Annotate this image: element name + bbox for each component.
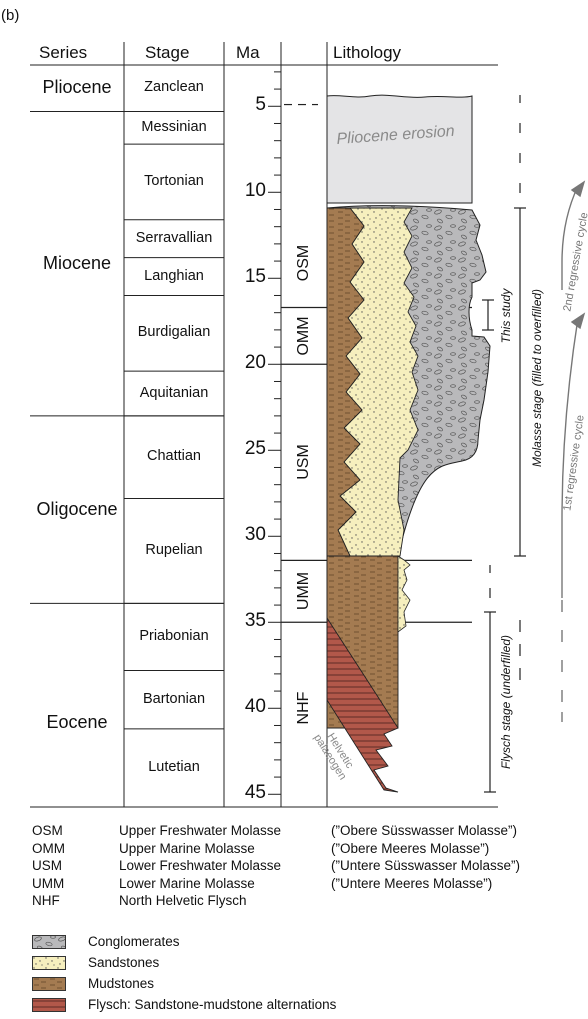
- ma-label-20: 20: [244, 352, 266, 374]
- stratigraphic-column-svg: [30, 42, 586, 808]
- legend-unit-row: UMM Lower Marine Molasse (”Untere Meeres M…: [32, 876, 572, 893]
- unit-omm: OMM: [295, 316, 312, 356]
- legend-swatch: [32, 977, 66, 991]
- header-series: Series: [39, 43, 88, 62]
- stage-boundaries: [124, 110, 224, 730]
- legend-lithology-row: Flysch: Sandstone-mudstone alternations: [32, 997, 552, 1013]
- legend-lithology-label: Conglomerates: [88, 934, 180, 949]
- stage-aquitanian: Aquitanian: [139, 384, 209, 401]
- stage-langhian: Langhian: [144, 267, 204, 284]
- legend-unit-en: Lower Freshwater Molasse: [119, 858, 282, 873]
- legend-unit-en: Upper Freshwater Molasse: [119, 823, 282, 838]
- stage-chattian: Chattian: [146, 448, 201, 465]
- ma-label-45: 45: [244, 782, 266, 804]
- flysch-body: [326, 616, 399, 793]
- unit-nhf: NHF: [295, 691, 312, 725]
- legend-unit-row: OSM Upper Freshwater Molasse (”Obere Süssw…: [32, 823, 572, 840]
- ma-label-30: 30: [244, 524, 266, 546]
- legend-unit-de: (”Obere Süsswasser Molasse”): [331, 823, 518, 838]
- erosion-block: [326, 94, 473, 204]
- flysch-bracket: [484, 565, 521, 793]
- header-ma: Ma: [236, 43, 260, 62]
- ma-label-25: 25: [244, 438, 266, 460]
- legend-unit-de: (”Untere Süsswasser Molasse”): [331, 858, 521, 873]
- legend-lithology-row: Sandstones: [32, 955, 552, 971]
- ma-label-35: 35: [244, 610, 266, 632]
- regressive-cycle-arrows: [561, 180, 586, 722]
- legend-lithology-row: Conglomerates: [32, 934, 552, 950]
- unit-usm: USM: [295, 444, 312, 481]
- legend-swatch: [32, 935, 66, 949]
- stage-bartonian: Bartonian: [142, 690, 206, 707]
- stage-lutetian: Lutetian: [148, 758, 200, 775]
- header-stage: Stage: [145, 43, 190, 62]
- series-miocene: Miocene: [42, 252, 112, 273]
- legend-unit-row: NHF North Helvetic Flysch: [32, 893, 572, 910]
- umm-sandstone-tongue: [397, 555, 411, 633]
- ma-tick-marks: [268, 71, 281, 795]
- legend-unit-en: Lower Marine Molasse: [119, 875, 255, 891]
- stage-priabonian: Priabonian: [139, 627, 209, 644]
- legend-lithology-row: Mudstones: [32, 976, 552, 992]
- molasse-stage-label: Molasse stage (filled to overfilled): [530, 288, 544, 468]
- legend-unit-abbr: USM: [32, 858, 62, 873]
- stage-serravallian: Serravallian: [135, 229, 213, 246]
- flysch-stage-label: Flysch stage (underfilled): [499, 634, 513, 770]
- unit-umm: UMM: [295, 572, 312, 611]
- ma-label-15: 15: [244, 266, 266, 288]
- mudstone-body: [326, 207, 365, 557]
- molasse-bracket: [514, 95, 526, 557]
- stage-rupelian: Rupelian: [145, 541, 203, 558]
- stage-zanclean: Zanclean: [144, 79, 204, 96]
- panel-label: (b): [1, 7, 20, 24]
- legend-unit-abbr: NHF: [32, 893, 60, 908]
- legend-unit-abbr: OSM: [32, 823, 63, 838]
- legend-unit-abbr: OMM: [32, 840, 65, 856]
- legend-unit-abbr: UMM: [32, 875, 65, 891]
- series-oligocene: Oligocene: [36, 498, 118, 519]
- legend-unit-de: (”Obere Meeres Molasse”): [331, 840, 490, 856]
- stage-tortonian: Tortonian: [144, 172, 204, 189]
- ma-label-5: 5: [255, 94, 266, 116]
- legend-unit-en: North Helvetic Flysch: [119, 893, 247, 908]
- legend-unit-de: (”Untere Meeres Molasse”): [331, 875, 493, 891]
- stage-burdigalian: Burdigalian: [137, 324, 211, 341]
- legend-lithology-label: Mudstones: [88, 976, 155, 991]
- legend-unit-row: USM Lower Freshwater Molasse (”Untere Süss…: [32, 858, 572, 875]
- lithology-column: [326, 94, 491, 807]
- ma-label-40: 40: [244, 696, 266, 718]
- stage-messinian: Messinian: [141, 118, 207, 135]
- series-pliocene: Pliocene: [42, 77, 112, 98]
- ma-label-10: 10: [244, 180, 266, 202]
- legend-lithology-label: Flysch: Sandstone-mudstone alternations: [88, 997, 337, 1012]
- this-study-label: This study: [499, 288, 513, 344]
- this-study-bracket: [482, 299, 494, 331]
- legend-swatch: [32, 998, 66, 1012]
- legend-swatch: [32, 956, 66, 970]
- legend-lithology-label: Sandstones: [88, 955, 160, 970]
- unit-osm: OSM: [295, 244, 312, 282]
- unit-legend: OSM Upper Freshwater Molasse (”Obere Süssw…: [32, 823, 572, 913]
- legend-unit-en: Upper Marine Molasse: [119, 840, 255, 856]
- series-eocene: Eocene: [46, 711, 108, 732]
- legend-unit-row: OMM Upper Marine Molasse (”Obere Meeres Mo…: [32, 841, 572, 858]
- header-lithology: Lithology: [333, 43, 402, 62]
